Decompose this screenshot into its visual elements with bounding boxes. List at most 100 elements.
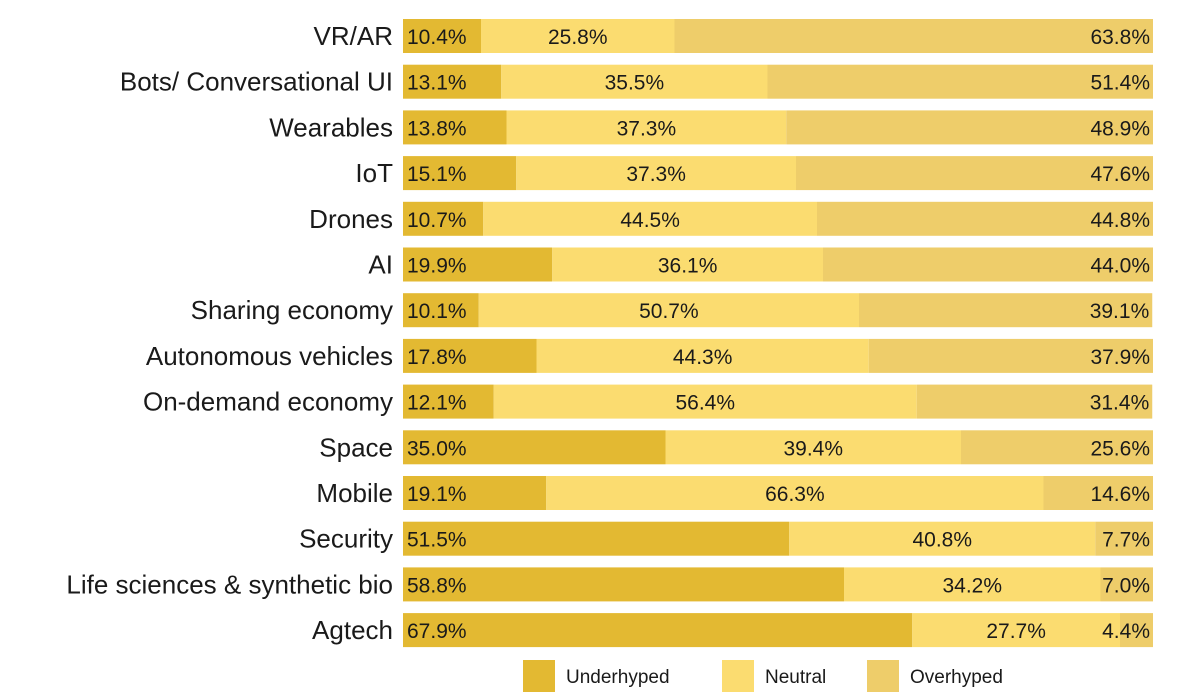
data-label: 63.8%: [1090, 26, 1150, 49]
bar-segment-underhyped: [403, 110, 507, 145]
legend-swatch-underhyped: [523, 660, 555, 692]
data-label: 44.0%: [1090, 255, 1150, 278]
data-label: 36.1%: [658, 255, 718, 278]
legend: Underhyped Neutral Overhyped: [523, 660, 1003, 692]
bar-segment-overhyped: [1100, 567, 1153, 602]
bar-segment-underhyped: [403, 476, 547, 510]
data-label: 40.8%: [912, 529, 972, 552]
data-label: 25.6%: [1090, 437, 1150, 460]
bar-segment-overhyped: [767, 64, 1153, 99]
bar-segment-neutral: [912, 613, 1120, 648]
bar-segment-overhyped: [1043, 476, 1153, 510]
category-label: Drones: [309, 204, 393, 234]
data-label: 12.1%: [407, 392, 467, 415]
data-label: 25.8%: [548, 26, 608, 49]
legend-swatch-neutral: [722, 660, 754, 692]
legend-swatch-overhyped: [867, 660, 899, 692]
data-label: 14.6%: [1090, 483, 1150, 506]
data-label: 39.1%: [1090, 300, 1150, 323]
data-label: 37.9%: [1090, 346, 1150, 369]
data-label: 37.3%: [617, 117, 677, 140]
data-label: 44.3%: [673, 346, 733, 369]
category-label: Security: [299, 524, 393, 554]
bar-segment-neutral: [844, 567, 1101, 602]
bar-segment-neutral: [789, 521, 1096, 556]
bar-segment-neutral: [552, 247, 823, 282]
category-label: Autonomous vehicles: [146, 341, 393, 371]
bar-segment-neutral: [478, 293, 859, 328]
data-label: 19.1%: [407, 483, 467, 506]
data-label: 37.3%: [626, 163, 686, 186]
data-label: 7.0%: [1102, 574, 1150, 597]
bar-segment-neutral: [481, 19, 675, 53]
labels-layer: VR/AR 10.4% 25.8% 63.8% Bots/ Conversational…: [66, 21, 1150, 645]
data-label: 4.4%: [1102, 620, 1150, 643]
data-label: 66.3%: [765, 483, 825, 506]
data-label: 67.9%: [407, 620, 467, 643]
bar-segment-underhyped: [403, 430, 666, 465]
data-label: 35.5%: [605, 72, 665, 95]
data-label: 10.1%: [407, 300, 467, 323]
bar-segment-neutral: [665, 430, 961, 465]
bar-segment-overhyped: [1095, 521, 1153, 556]
data-label: 10.4%: [407, 26, 467, 49]
data-label: 47.6%: [1090, 163, 1150, 186]
legend-label-neutral: Neutral: [765, 667, 826, 688]
bar-segment-underhyped: [403, 293, 479, 328]
bar-segment-underhyped: [403, 338, 537, 373]
bar-segment-overhyped: [817, 201, 1153, 236]
category-label: IoT: [355, 158, 393, 188]
bar-segment-underhyped: [403, 64, 502, 99]
bar-segment-overhyped: [796, 156, 1153, 191]
data-label: 13.1%: [407, 72, 467, 95]
bar-segment-underhyped: [403, 19, 481, 53]
data-label: 48.9%: [1090, 117, 1150, 140]
category-label: Bots/ Conversational UI: [120, 67, 393, 97]
data-label: 39.4%: [783, 437, 843, 460]
category-label: AI: [368, 250, 393, 280]
data-label: 35.0%: [407, 437, 467, 460]
data-label: 10.7%: [407, 209, 467, 232]
bar-segment-overhyped: [1120, 613, 1153, 648]
data-label: 31.4%: [1090, 392, 1150, 415]
legend-label-underhyped: Underhyped: [566, 667, 670, 688]
category-label: Sharing economy: [191, 295, 393, 325]
bar-segment-underhyped: [403, 201, 484, 236]
bar-segment-underhyped: [403, 521, 790, 556]
data-label: 15.1%: [407, 163, 467, 186]
category-label: On-demand economy: [143, 387, 393, 417]
category-label: Life sciences & synthetic bio: [66, 569, 393, 599]
bar-segment-overhyped: [916, 384, 1153, 419]
bar-segment-overhyped: [786, 110, 1153, 145]
bar-segment-neutral: [506, 110, 787, 145]
bar-segment-neutral: [546, 476, 1044, 510]
category-label: Mobile: [316, 478, 393, 508]
data-label: 17.8%: [407, 346, 467, 369]
data-label: 56.4%: [675, 392, 735, 415]
data-label: 44.8%: [1090, 209, 1150, 232]
bar-segment-underhyped: [403, 613, 913, 648]
category-label: Space: [319, 432, 393, 462]
bar-segment-overhyped: [674, 19, 1153, 53]
bar-segment-overhyped: [859, 293, 1153, 328]
data-label: 44.5%: [620, 209, 680, 232]
bar-segment-neutral: [501, 64, 768, 99]
data-label: 13.8%: [407, 117, 467, 140]
legend-label-overhyped: Overhyped: [910, 667, 1003, 688]
data-label: 50.7%: [639, 300, 699, 323]
data-label: 34.2%: [942, 574, 1002, 597]
category-label: Agtech: [312, 615, 393, 645]
bar-segment-underhyped: [403, 567, 844, 602]
bar-segment-underhyped: [403, 247, 553, 282]
data-label: 27.7%: [986, 620, 1046, 643]
bar-segment-neutral: [483, 201, 817, 236]
data-label: 51.5%: [407, 529, 467, 552]
bar-segment-neutral: [493, 384, 917, 419]
category-label: Wearables: [269, 112, 393, 142]
bar-segment-overhyped: [961, 430, 1153, 465]
data-label: 58.8%: [407, 574, 467, 597]
bar-segment-overhyped: [868, 338, 1153, 373]
category-label: VR/AR: [314, 21, 393, 51]
